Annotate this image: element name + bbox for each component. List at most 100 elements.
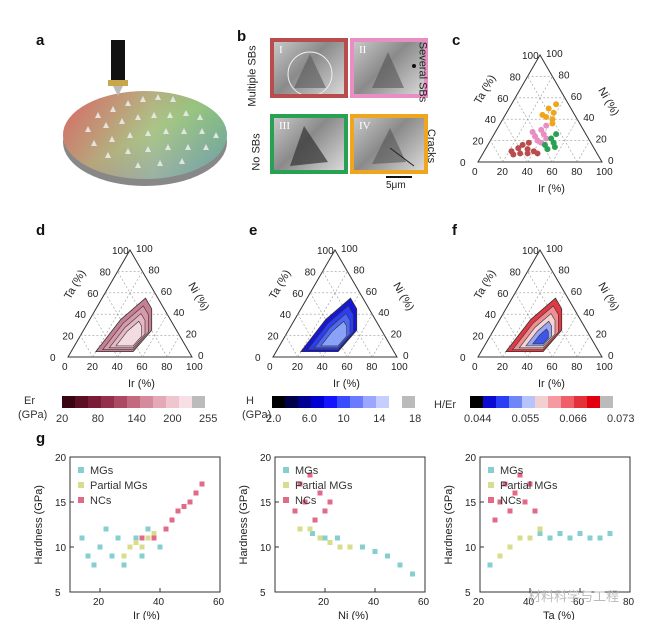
tick-ni: 60 <box>571 92 583 103</box>
data-point-ncs <box>139 535 145 541</box>
y-tick-label: 5 <box>55 588 61 599</box>
axis-label-ta: Ta (%) <box>472 268 498 302</box>
data-point-ncs <box>181 504 187 509</box>
tick-ni: 100 <box>546 244 563 255</box>
colorbar-er-tick: 20 <box>56 413 68 425</box>
x-tick-label: 40 <box>523 597 535 608</box>
data-point-mgs <box>145 526 151 532</box>
tick-ni: 80 <box>353 265 365 276</box>
colorbar-he-swatch <box>470 396 483 408</box>
legend-swatch <box>488 497 494 503</box>
y-axis-label: Hardness (GPa) <box>33 485 45 564</box>
data-point-partial-mgs <box>517 535 523 541</box>
data-point-ncs <box>532 508 538 514</box>
tick-ni: 80 <box>558 265 570 276</box>
y-tick-label: 10 <box>260 543 272 554</box>
legend-swatch <box>78 482 84 488</box>
ternary-frame <box>477 249 603 358</box>
x-tick-label: 60 <box>418 597 430 608</box>
tick-ir: 80 <box>571 362 583 373</box>
tick-ta: 100 <box>522 246 539 257</box>
colorbar-h-swatch <box>363 396 376 408</box>
contour-band <box>115 320 142 347</box>
grid-line <box>502 119 528 163</box>
tick-ir: 40 <box>317 362 329 373</box>
colorbar-h-tick: 14 <box>373 413 385 425</box>
tick-ir: 100 <box>391 362 408 373</box>
tick-ni: 0 <box>403 351 409 362</box>
data-point-partial-mgs <box>337 544 343 550</box>
tick-ta: 100 <box>522 51 539 62</box>
data-point-partial-mgs <box>145 535 151 541</box>
colorbar-h-unit: (GPa) <box>242 409 271 421</box>
composition-point <box>545 105 552 112</box>
legend-label: Partial MGs <box>500 480 558 492</box>
data-point-ncs <box>512 490 518 496</box>
composition-point <box>541 141 548 148</box>
colorbar-er-tick: 200 <box>163 413 181 425</box>
tick-ta: 80 <box>100 267 112 278</box>
composition-point <box>548 135 555 142</box>
grid-line <box>285 335 299 358</box>
data-point-ncs <box>497 499 503 505</box>
colorbar-h-swatch <box>402 396 415 408</box>
tick-ta: 40 <box>485 115 497 126</box>
colorbar-er-unit: (GPa) <box>18 409 47 421</box>
data-point-ncs <box>193 490 199 496</box>
tick-ta: 20 <box>472 137 484 148</box>
data-point-mgs <box>115 535 121 541</box>
micrograph-no-sbs: III <box>270 114 348 174</box>
x-tick-label: 20 <box>473 597 485 608</box>
tick-ni: 20 <box>596 330 608 341</box>
y-tick-label: 15 <box>55 498 67 509</box>
legend-label: MGs <box>500 465 524 477</box>
y-tick-label: 20 <box>465 453 477 464</box>
colorbar-er-swatch <box>192 396 205 408</box>
colorbar-he: H/Er 0.044 0.055 0.066 0.073 <box>434 396 635 425</box>
colorbar-he-swatch <box>587 396 600 408</box>
legend-swatch <box>78 467 84 473</box>
data-point-mgs <box>547 535 553 541</box>
data-point-mgs <box>109 553 115 559</box>
composition-point <box>529 129 536 136</box>
colorbar-er-tick: 80 <box>92 413 104 425</box>
data-point-ncs <box>327 499 333 505</box>
data-point-partial-mgs <box>347 544 353 550</box>
colorbar-h-tick: 6.0 <box>302 413 317 425</box>
data-point-ncs <box>492 517 498 523</box>
composition-point <box>510 151 517 158</box>
data-point-mgs <box>91 562 97 568</box>
data-point-partial-mgs <box>139 544 145 550</box>
colorbar-er-swatch <box>75 396 88 408</box>
micrograph-numeral: III <box>279 120 290 132</box>
tick-ta: 0 <box>255 353 261 364</box>
colorbar-er-swatch <box>153 396 166 408</box>
colorbar-h-tick: 18 <box>409 413 421 425</box>
x-axis-label: Ni (%) <box>338 610 369 620</box>
colorbar-h-swatch <box>337 396 350 408</box>
axis-label-ta: Ta (%) <box>472 73 498 107</box>
y-axis-label: Hardness (GPa) <box>238 485 250 564</box>
x-tick-label: 40 <box>368 597 380 608</box>
colorbar-h: H (GPa) 2.0 6.0 10 14 18 <box>242 395 421 425</box>
tick-ni: 40 <box>173 308 185 319</box>
grid-line <box>490 140 504 163</box>
scatter-ta: 5 10 15 20 20 40 60 80 Ta (%) Hardness (GPa) MGs Pa… <box>443 453 635 620</box>
contour-band <box>320 320 347 347</box>
composition-point <box>534 150 541 157</box>
tick-ta: 60 <box>497 94 509 105</box>
legend-swatch <box>283 497 289 503</box>
data-point-ncs <box>187 499 193 505</box>
tick-ta: 0 <box>460 158 466 169</box>
grid-line <box>80 335 94 358</box>
data-point-mgs <box>103 526 109 532</box>
colorbar-he-title: H/Er <box>434 399 456 411</box>
ternary-frame <box>477 54 603 163</box>
tick-ir: 40 <box>112 362 124 373</box>
tick-ir: 100 <box>186 362 203 373</box>
colorbar-er-swatch <box>127 396 140 408</box>
ternary-frame <box>67 249 193 358</box>
data-point-mgs <box>567 535 573 541</box>
axis-label-ta: Ta (%) <box>267 268 293 302</box>
